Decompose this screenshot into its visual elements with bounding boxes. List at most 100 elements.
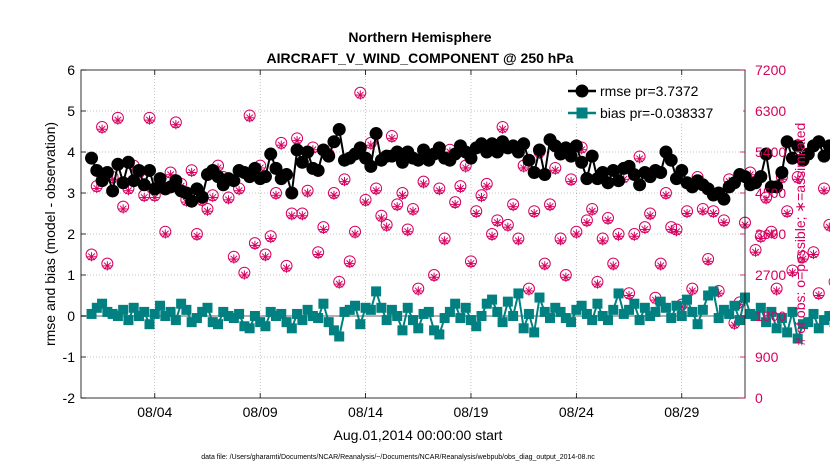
bias-point — [350, 301, 360, 311]
obs-assimilated-point — [688, 286, 697, 295]
legend: rmse pr=3.7372 bias pr=-0.038337 — [563, 81, 743, 123]
bias-point — [477, 311, 487, 321]
bias-point — [382, 315, 392, 325]
obs-assimilated-point — [387, 134, 396, 143]
obs-assimilated-point — [335, 280, 344, 289]
obs-assimilated-point — [477, 193, 486, 202]
obs-assimilated-point — [414, 286, 423, 295]
rmse-point — [322, 150, 335, 163]
obs-assimilated-point — [514, 236, 523, 245]
bias-point — [603, 315, 613, 325]
bias-point — [245, 323, 255, 333]
rmse-point — [633, 178, 646, 191]
obs-assimilated-point — [250, 241, 259, 250]
obs-assimilated-point — [493, 218, 502, 227]
rmse-point — [196, 191, 209, 204]
obs-assimilated-point — [819, 186, 828, 195]
bias-point — [566, 317, 576, 327]
bias-point — [524, 309, 534, 319]
bias-point — [376, 303, 386, 313]
bias-point — [708, 286, 718, 296]
obs-assimilated-point — [635, 154, 644, 163]
bias-point — [297, 315, 307, 325]
obs-assimilated-point — [145, 116, 154, 125]
rmse-point — [301, 146, 314, 159]
y2-tick-label: 900 — [755, 349, 779, 365]
obs-assimilated-point — [603, 216, 612, 225]
rmse-point — [370, 127, 383, 140]
obs-assimilated-point — [472, 209, 481, 218]
obs-assimilated-point — [814, 291, 823, 300]
bias-point — [687, 307, 697, 317]
obs-assimilated-point — [772, 286, 781, 295]
obs-assimilated-point — [319, 225, 328, 234]
bias-point — [260, 321, 270, 331]
bias-point — [123, 315, 133, 325]
bias-point — [471, 321, 481, 331]
obs-assimilated-point — [271, 191, 280, 200]
obs-assimilated-point — [719, 218, 728, 227]
obs-assimilated-point — [140, 193, 149, 202]
obs-assimilated-point — [509, 202, 518, 211]
obs-assimilated-point — [451, 200, 460, 209]
bias-point — [629, 299, 639, 309]
obs-assimilated-point — [350, 229, 359, 238]
obs-assimilated-point — [393, 202, 402, 211]
rmse-point — [754, 170, 767, 183]
obs-assimilated-point — [234, 186, 243, 195]
y-tick-label: 6 — [67, 62, 75, 78]
obs-assimilated-point — [224, 195, 233, 204]
obs-assimilated-point — [709, 209, 718, 218]
bias-point — [545, 313, 555, 323]
rmse-point — [312, 164, 325, 177]
obs-assimilated-point — [498, 125, 507, 134]
rmse-point — [285, 187, 298, 200]
bias-point — [355, 319, 365, 329]
obs-assimilated-point — [208, 193, 217, 202]
obs-assimilated-point — [551, 166, 560, 175]
bias-point — [492, 307, 502, 317]
bias-point — [392, 311, 402, 321]
obs-assimilated-point — [556, 236, 565, 245]
rmse-point — [533, 143, 546, 156]
y-tick-label: -2 — [63, 390, 76, 406]
bias-point — [413, 323, 423, 333]
bias-point — [666, 313, 676, 323]
obs-assimilated-point — [377, 213, 386, 222]
obs-assimilated-point — [614, 232, 623, 241]
bias-point — [155, 301, 165, 311]
bias-point — [371, 286, 381, 296]
obs-assimilated-point — [524, 286, 533, 295]
y-tick-label: 3 — [67, 185, 75, 201]
obs-assimilated-point — [287, 211, 296, 220]
x-tick-label: 08/14 — [348, 404, 383, 420]
bias-point — [682, 295, 692, 305]
obs-assimilated-point — [572, 229, 581, 238]
obs-assimilated-point — [398, 191, 407, 200]
obs-assimilated-point — [540, 261, 549, 270]
x-axis-label: Aug.01,2014 00:00:00 start — [334, 427, 503, 443]
obs-assimilated-point — [403, 227, 412, 236]
obs-assimilated-point — [598, 236, 607, 245]
bias-point — [513, 288, 523, 298]
y2-tick-label: 3600 — [755, 226, 786, 242]
bias-point — [608, 305, 618, 315]
y2-tick-label: 6300 — [755, 103, 786, 119]
obs-assimilated-point — [97, 125, 106, 134]
y2-tick-label: 2700 — [755, 267, 786, 283]
bias-point — [145, 319, 155, 329]
obs-assimilated-point — [545, 202, 554, 211]
obs-assimilated-point — [593, 280, 602, 289]
bias-point — [313, 313, 323, 323]
obs-assimilated-point — [161, 229, 170, 238]
obs-assimilated-point — [119, 204, 128, 213]
y2-tick-label: 7200 — [755, 62, 786, 78]
obs-assimilated-point — [329, 191, 338, 200]
obs-assimilated-point — [87, 252, 96, 261]
bias-point — [366, 305, 376, 315]
bias-point — [334, 332, 344, 342]
obs-assimilated-point — [240, 270, 249, 279]
obs-assimilated-point — [361, 198, 370, 207]
rmse-point — [101, 166, 114, 179]
